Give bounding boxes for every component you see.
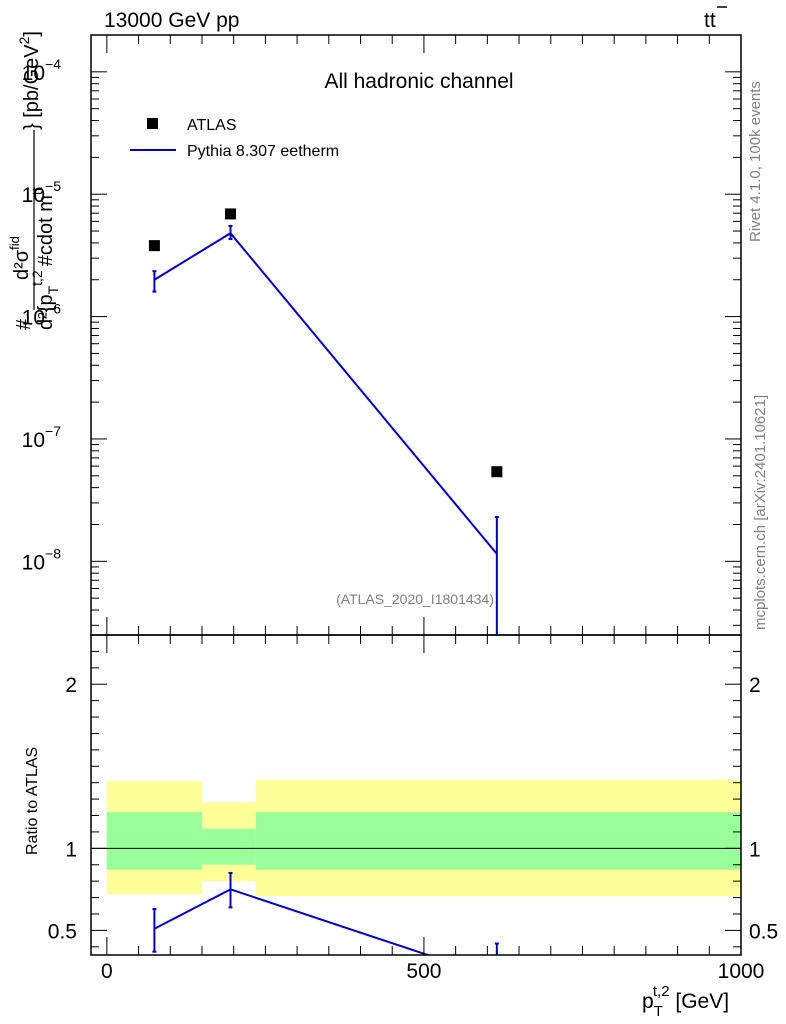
ratio-y-tick-label-right: 2 — [749, 674, 761, 697]
ylabel-numerator: d²σfid — [7, 236, 33, 280]
ratio-panel-frame — [90, 634, 742, 956]
ratio-y-tick-label-right: 0.5 — [749, 920, 778, 943]
ratio-x-tick-label: 1000 — [718, 960, 765, 983]
xlabel-sup: t,2 — [653, 983, 670, 1000]
ylabel-den-rest-sup: tt — [29, 187, 45, 195]
legend-atlas-label: ATLAS — [187, 117, 237, 134]
mc-line — [153, 231, 498, 555]
main-y-ticks: 10−810−710−610−510−4 — [22, 34, 741, 626]
legend-atlas-marker — [147, 118, 158, 129]
ylabel-close: } [pb/GeV — [21, 44, 43, 130]
rivet-label: Rivet 4.1.0, 100k events — [747, 81, 764, 242]
legend-pythia-label: Pythia 8.307 eetherm — [187, 143, 339, 160]
main-y-tick-label: 10−8 — [22, 545, 62, 574]
ylabel-close-end: ] — [21, 31, 43, 37]
main-y-tick-exponent: −7 — [45, 423, 61, 439]
main-y-axis-label: # d²{pTt,2 #cdot mtt d²σfid } [pb/GeV2] — [7, 31, 61, 330]
ratio-panel: 0.5 1 2 0.5 1 2 0 500 1000 Ratio to ATLAS pTt,2… — [24, 634, 778, 1020]
ratio-y-tick-label: 2 — [65, 674, 77, 697]
ratio-y-tick-label: 1 — [65, 838, 77, 861]
xlabel-sub: T — [654, 1003, 663, 1020]
process-label: tt — [704, 9, 716, 32]
mcplots-label: mcplots.cern.ch [arXiv:2401.10621] — [752, 395, 769, 630]
ylabel-den-sub: T — [45, 285, 61, 294]
atlas-data-point — [225, 208, 237, 220]
ratio-bands — [106, 779, 741, 896]
xlabel-base: p — [642, 990, 654, 1013]
ratio-mc-line — [153, 888, 431, 955]
main-y-tick-exponent: −4 — [45, 56, 61, 72]
ylabel-denominator: d²{pTt,2 #cdot mtt — [29, 187, 61, 330]
atlas-data-point — [491, 466, 503, 478]
main-y-tick-exponent: −6 — [45, 301, 61, 317]
main-y-tick-exponent: −8 — [45, 545, 61, 561]
watermark: (ATLAS_2020_I1801434) — [336, 591, 494, 607]
xlabel-unit: [GeV] — [670, 990, 730, 1013]
ratio-band-inner — [106, 812, 202, 870]
x-axis-label: pTt,2 [GeV] — [642, 983, 729, 1020]
ylabel-unit: } [pb/GeV2] — [16, 31, 43, 130]
ratio-y-tick-label-right: 1 — [749, 838, 761, 861]
ratio-x-tick-label: 0 — [101, 960, 113, 983]
main-title: All hadronic channel — [324, 70, 513, 93]
ylabel-den: d²{p — [35, 294, 57, 330]
ratio-x-ticks: 0 500 1000 — [101, 635, 764, 983]
ylabel-num: d²σ — [11, 249, 33, 280]
ratio-y-tick-label: 0.5 — [48, 920, 77, 943]
ylabel-hash: # — [13, 318, 35, 330]
energy-label: 13000 GeV pp — [104, 9, 239, 32]
legend: ATLAS Pythia 8.307 eetherm — [130, 117, 339, 160]
main-y-tick-exponent: −5 — [45, 178, 61, 194]
process-label-base: tt — [704, 9, 716, 32]
ylabel-close-sup: 2 — [16, 36, 32, 44]
ratio-y-axis-label: Ratio to ATLAS — [24, 747, 41, 855]
ratio-band-inner — [201, 828, 256, 865]
main-panel: 10−810−710−610−510−4 All hadronic channe… — [22, 34, 742, 636]
ylabel-den-sup: t,2 — [29, 270, 45, 286]
main-y-tick-label: 10−7 — [22, 423, 62, 452]
atlas-data-point — [148, 240, 160, 252]
ratio-x-tick-label: 500 — [406, 960, 441, 983]
ylabel-num-sup: fid — [7, 236, 22, 250]
main-marks — [148, 208, 503, 635]
main-x-ticks — [106, 35, 742, 635]
ylabel-den-rest: #cdot m — [35, 195, 57, 266]
ratio-y-ticks: 0.5 1 2 0.5 1 2 — [48, 650, 778, 948]
ratio-marks — [152, 871, 499, 955]
ratio-band-inner — [255, 812, 741, 870]
